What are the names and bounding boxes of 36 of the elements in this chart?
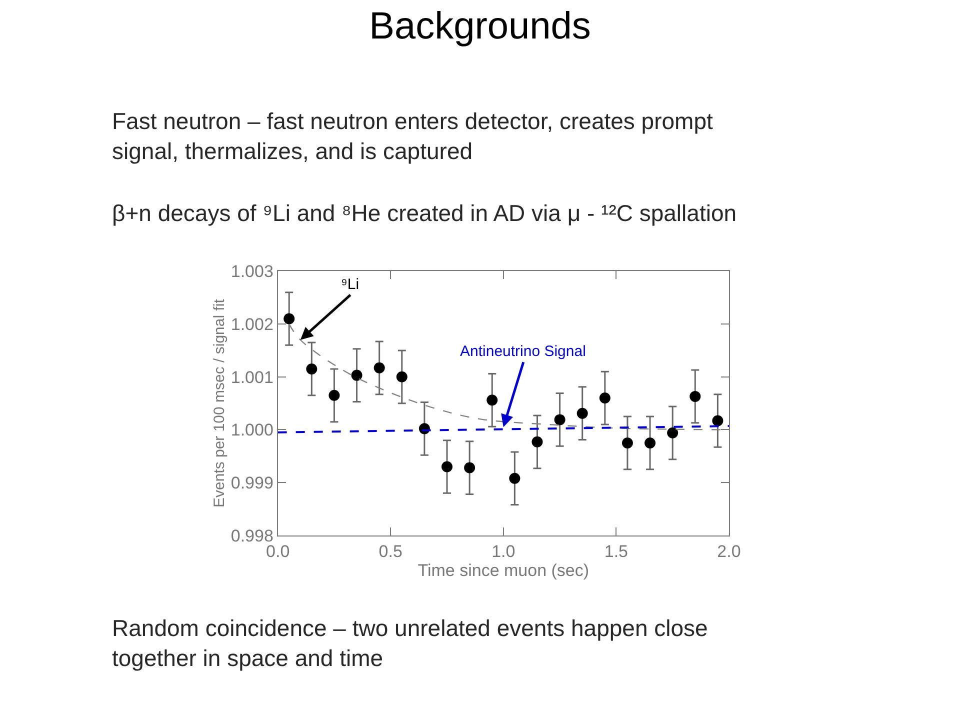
point <box>442 461 453 472</box>
point <box>712 415 724 426</box>
point <box>486 394 498 406</box>
y-tick-label: 1.003 <box>230 262 274 282</box>
text: Fast neutron – fast neutron enters detector, creates prompt signal, thermalizes, and is captured <box>112 108 714 164</box>
y-tick-label: 0.999 <box>230 474 274 493</box>
point <box>284 313 295 324</box>
x-tick-label: 0.5 <box>378 542 402 561</box>
point <box>554 414 566 426</box>
text: β+n decays of ⁹Li and ⁸He created in AD via μ - ¹²C spallation <box>112 200 737 226</box>
point <box>599 392 610 404</box>
annotation: Antineutrino Signal <box>460 343 586 360</box>
point <box>351 370 362 381</box>
point <box>622 437 633 448</box>
x-tick-label: 1.0 <box>492 542 516 561</box>
annotation: ⁹Li <box>341 276 360 293</box>
x-tick-label: 1.5 <box>604 542 628 561</box>
y-tick-label: 1.001 <box>230 368 274 387</box>
x-tick-label: 2.0 <box>717 542 741 561</box>
point <box>644 437 656 448</box>
point <box>690 390 701 402</box>
x-axis-title: Time since muon (sec) <box>418 560 590 580</box>
point <box>576 408 588 419</box>
point <box>374 362 385 374</box>
point <box>396 371 408 382</box>
point <box>667 427 678 438</box>
point <box>509 472 520 484</box>
y-tick-label: 1.000 <box>230 420 274 440</box>
chart-title: Backgrounds <box>369 6 591 48</box>
point <box>328 390 340 401</box>
y-tick-label: 1.002 <box>230 314 274 334</box>
text: Random coincidence – two unrelated events happen close together in space and time <box>112 615 708 671</box>
point <box>532 436 543 448</box>
point <box>464 462 476 474</box>
y-axis-title: Events per 100 msec / signal fit <box>211 298 228 508</box>
point <box>306 363 318 374</box>
